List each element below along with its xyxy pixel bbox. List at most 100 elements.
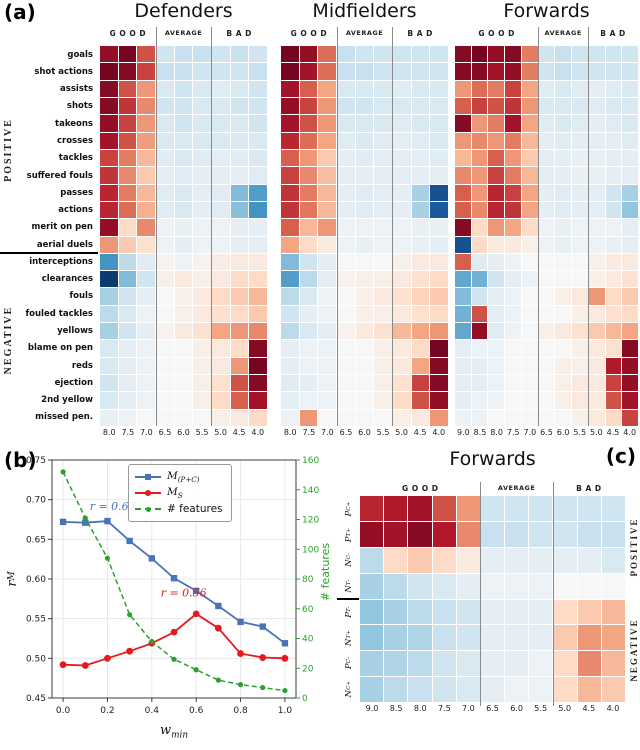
heatmap-cell xyxy=(588,219,605,236)
heatmap-cell xyxy=(455,167,471,184)
heatmap-cell xyxy=(355,271,374,288)
x-tick-label: 5.5 xyxy=(376,428,390,437)
series-marker xyxy=(237,650,244,657)
heatmap-cell xyxy=(299,184,318,201)
heatmap-cell xyxy=(471,271,488,288)
x-tick-label: 7.5 xyxy=(506,428,520,437)
heatmap-cell xyxy=(480,677,505,702)
heatmap-cell xyxy=(505,375,521,392)
heatmap-cell xyxy=(521,201,538,219)
heatmap-cell xyxy=(249,271,267,288)
heatmap-cell xyxy=(392,46,411,63)
heatmap-cell xyxy=(137,357,155,375)
heatmap-cell xyxy=(555,80,572,97)
heatmap-cell xyxy=(505,132,521,149)
series-marker xyxy=(260,684,266,691)
heatmap-cell xyxy=(521,357,538,375)
heatmap-cell xyxy=(174,46,193,63)
heatmap-cell xyxy=(411,375,430,392)
x-tick-label: 8.0 xyxy=(283,428,297,437)
heatmap-cell xyxy=(553,521,577,547)
heatmap-cell xyxy=(355,132,374,149)
heatmap-cell xyxy=(230,323,249,340)
heatmap-cell xyxy=(299,115,318,132)
heatmap-cell xyxy=(572,167,588,184)
heatmap-cell xyxy=(430,97,448,115)
heatmap-cell xyxy=(538,184,555,201)
legend-item: # features xyxy=(135,501,223,517)
heatmap-cell xyxy=(384,547,408,573)
heatmap-cell xyxy=(605,323,622,340)
heatmap-cell xyxy=(622,97,638,115)
heatmap-cell xyxy=(555,184,572,201)
heatmap-cell xyxy=(622,357,638,375)
heatmap-cell xyxy=(281,63,299,80)
series-marker xyxy=(149,638,155,645)
heatmap-cell xyxy=(538,340,555,357)
heatmap-cell xyxy=(100,305,118,323)
heatmap-cell xyxy=(455,201,471,219)
x-tick-label: 6.0 xyxy=(177,428,190,437)
heatmap-cell xyxy=(230,63,249,80)
heatmap-cell xyxy=(355,357,374,375)
heatmap-cell xyxy=(430,271,448,288)
heatmap-cell xyxy=(360,547,384,573)
heatmap-cell xyxy=(374,97,392,115)
group-header: G O O D xyxy=(290,29,328,38)
heatmap-cell xyxy=(336,392,355,409)
heatmap-cell xyxy=(521,80,538,97)
heatmap-cell xyxy=(281,340,299,357)
heatmap-cell xyxy=(411,357,430,375)
heatmap-cell xyxy=(622,392,638,409)
heatmap-cell xyxy=(605,46,622,63)
heatmap-cell xyxy=(601,573,625,599)
heatmap-cell xyxy=(137,340,155,357)
heatmap-cell xyxy=(622,201,638,219)
heatmap-grid xyxy=(100,46,267,426)
heatmap-cell xyxy=(588,46,605,63)
heatmap-cell xyxy=(281,392,299,409)
heatmap-cell xyxy=(601,651,625,677)
heatmap-cell xyxy=(553,599,577,625)
heatmap-cell xyxy=(622,340,638,357)
heatmap-cell xyxy=(471,305,488,323)
series-marker xyxy=(148,555,156,562)
heatmap-cell xyxy=(174,392,193,409)
heatmap-cell xyxy=(318,184,336,201)
heatmap-cell xyxy=(137,288,155,305)
heatmap-cell xyxy=(572,357,588,375)
heatmap-cell xyxy=(281,80,299,97)
heatmap-cell xyxy=(360,599,384,625)
heatmap-cell xyxy=(360,651,384,677)
heatmap-cell xyxy=(355,184,374,201)
heatmap-cell xyxy=(336,115,355,132)
heatmap-cell xyxy=(430,63,448,80)
heatmap-cell xyxy=(505,97,521,115)
heatmap-cell xyxy=(411,219,430,236)
heatmap-cell xyxy=(521,409,538,426)
heatmap-cell xyxy=(230,357,249,375)
heatmap-cell xyxy=(281,357,299,375)
heatmap-cell xyxy=(488,115,505,132)
heatmap-cell xyxy=(555,46,572,63)
heatmap-cell xyxy=(411,115,430,132)
heatmap-cell xyxy=(249,167,267,184)
heatmap-cell xyxy=(538,288,555,305)
heatmap-cell xyxy=(588,80,605,97)
heatmap-cell xyxy=(430,288,448,305)
heatmap-cell xyxy=(137,219,155,236)
heatmap-cell xyxy=(211,392,230,409)
heatmap-cell xyxy=(211,271,230,288)
heatmap-cell xyxy=(521,271,538,288)
heatmap-cell xyxy=(318,323,336,340)
heatmap-cell xyxy=(230,392,249,409)
heatmap-cell xyxy=(622,323,638,340)
heatmap-cell xyxy=(408,521,432,547)
heatmap-cell xyxy=(392,184,411,201)
heatmap-cell xyxy=(249,184,267,201)
heatmap-cell xyxy=(211,323,230,340)
heatmap-cell xyxy=(605,184,622,201)
heatmap-cell xyxy=(455,80,471,97)
heatmap-cell xyxy=(155,340,174,357)
heatmap-cell xyxy=(488,409,505,426)
